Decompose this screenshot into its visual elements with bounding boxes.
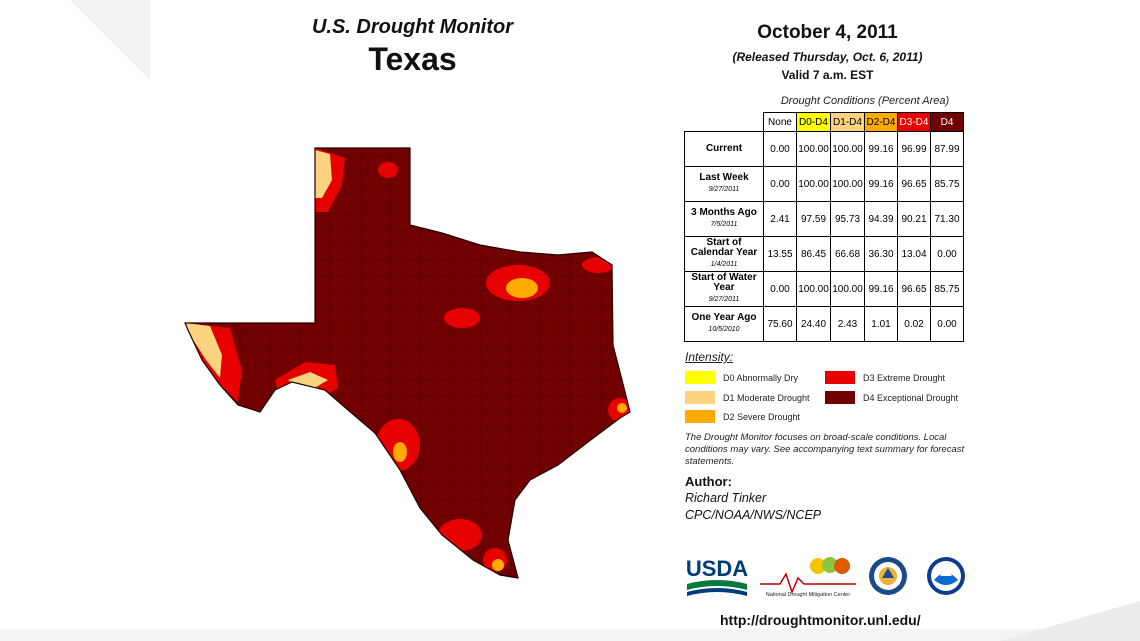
row-label: 3 Months Ago 7/5/2011 [684, 201, 764, 237]
table-cell: 86.45 [796, 236, 831, 272]
table-row: Start of Calendar Year 1/4/2011 13.55 86.… [684, 236, 964, 272]
table-cell: 94.39 [864, 201, 898, 237]
table-cell: 0.00 [930, 306, 964, 342]
table-cell: 2.41 [763, 201, 797, 237]
table-corner [685, 113, 764, 132]
table-cell: 0.00 [930, 236, 964, 272]
disclaimer-note: The Drought Monitor focuses on broad-sca… [685, 432, 965, 467]
table-cell: 95.73 [830, 201, 865, 237]
author-heading: Author: [685, 474, 732, 489]
row-label: Start of Water Year 9/27/2011 [684, 271, 764, 307]
noaa-logo-icon [927, 557, 965, 595]
col-d4: D4 [930, 112, 964, 132]
background-shape [70, 0, 150, 80]
legend-item-d2: D2 Severe Drought [685, 410, 800, 423]
row-label: One Year Ago 10/5/2010 [684, 306, 764, 342]
table-cell: 0.00 [763, 271, 797, 307]
drought-conditions-table: None D0-D4 D1-D4 D2-D4 D3-D4 D4 Current … [684, 112, 964, 342]
valid-time: Valid 7 a.m. EST [781, 68, 874, 82]
table-cell: 100.00 [830, 166, 865, 202]
legend-swatch [825, 391, 855, 404]
table-cell: 1.01 [864, 306, 898, 342]
background-band [0, 601, 1140, 641]
table-cell: 99.16 [864, 166, 898, 202]
author-name: Richard Tinker [685, 491, 767, 505]
title-block: U.S. Drought Monitor Texas [250, 16, 575, 78]
legend-swatch [685, 371, 715, 384]
commerce-seal-icon [869, 557, 907, 595]
map-date: October 4, 2011 [757, 22, 898, 43]
row-date: 1/4/2011 [710, 261, 738, 268]
region-title: Texas [368, 41, 457, 77]
texas-drought-map [184, 147, 631, 579]
table-cell: 100.00 [830, 131, 865, 167]
table-cell: 90.21 [897, 201, 931, 237]
table-cell: 96.99 [897, 131, 931, 167]
ndmc-logo: National Drought Mitigation Center [760, 557, 856, 598]
table-row: Last Week 9/27/2011 0.00 100.00 100.00 99… [684, 166, 964, 202]
table-cell: 0.00 [763, 131, 797, 167]
author-block: Richard Tinker CPC/NOAA/NWS/NCEP [685, 490, 821, 524]
author-org: CPC/NOAA/NWS/NCEP [685, 508, 822, 522]
table-row: Current 0.00 100.00 100.00 99.16 96.99 8… [684, 131, 964, 167]
legend-item-d4: D4 Exceptional Drought [825, 391, 958, 404]
table-cell: 100.00 [796, 131, 831, 167]
table-cell: 66.68 [830, 236, 865, 272]
table-cell: 99.16 [864, 131, 898, 167]
legend-item-d1: D1 Moderate Drought [685, 391, 810, 404]
table-header-row: None D0-D4 D1-D4 D2-D4 D3-D4 D4 [685, 112, 964, 132]
table-cell: 97.59 [796, 201, 831, 237]
col-d0-d4: D0-D4 [796, 112, 831, 132]
source-url[interactable]: http://droughtmonitor.unl.edu/ [720, 612, 921, 628]
table-cell: 100.00 [796, 166, 831, 202]
ndmc-logo-text: National Drought Mitigation Center [766, 592, 851, 598]
table-caption: Drought Conditions (Percent Area) [780, 95, 950, 107]
row-label: Last Week 9/27/2011 [684, 166, 764, 202]
release-date: (Released Thursday, Oct. 6, 2011) [732, 50, 923, 64]
row-date: 7/5/2011 [710, 221, 738, 228]
legend-swatch [685, 391, 715, 404]
table-cell: 75.60 [763, 306, 797, 342]
table-cell: 87.99 [930, 131, 964, 167]
col-d1-d4: D1-D4 [830, 112, 865, 132]
table-cell: 100.00 [830, 271, 865, 307]
map-title: U.S. Drought Monitor [311, 16, 514, 38]
table-cell: 0.00 [763, 166, 797, 202]
usda-logo-text: USDA [686, 556, 748, 581]
table-cell: 96.65 [897, 166, 931, 202]
table-row: 3 Months Ago 7/5/2011 2.41 97.59 95.73 94… [684, 201, 964, 237]
row-date: 10/5/2010 [708, 326, 740, 333]
table-row: Start of Water Year 9/27/2011 0.00 100.00… [684, 271, 964, 307]
table-cell: 85.75 [930, 166, 964, 202]
legend-title: Intensity: [685, 350, 734, 364]
table-cell: 99.16 [864, 271, 898, 307]
col-d2-d4: D2-D4 [864, 112, 898, 132]
table-cell: 96.65 [897, 271, 931, 307]
row-date: 9/27/2011 [708, 186, 740, 193]
row-label: Start of Calendar Year 1/4/2011 [684, 236, 764, 272]
row-date: 9/27/2011 [708, 296, 740, 303]
legend-item-d0: D0 Abnormally Dry [685, 371, 798, 384]
row-label: Current [684, 131, 764, 167]
table-cell: 100.00 [796, 271, 831, 307]
date-block: October 4, 2011 (Released Thursday, Oct.… [700, 22, 955, 82]
col-none: None [763, 112, 797, 132]
legend-swatch [825, 371, 855, 384]
table-cell: 0.02 [897, 306, 931, 342]
table-cell: 13.04 [897, 236, 931, 272]
table-cell: 13.55 [763, 236, 797, 272]
usda-logo: USDA [686, 556, 748, 596]
table-cell: 85.75 [930, 271, 964, 307]
table-cell: 71.30 [930, 201, 964, 237]
table-row: One Year Ago 10/5/2010 75.60 24.40 2.43 1… [684, 306, 964, 342]
legend-swatch [685, 410, 715, 423]
table-cell: 2.43 [830, 306, 865, 342]
col-d3-d4: D3-D4 [897, 112, 931, 132]
legend-item-d3: D3 Extreme Drought [825, 371, 945, 384]
table-cell: 24.40 [796, 306, 831, 342]
table-cell: 36.30 [864, 236, 898, 272]
